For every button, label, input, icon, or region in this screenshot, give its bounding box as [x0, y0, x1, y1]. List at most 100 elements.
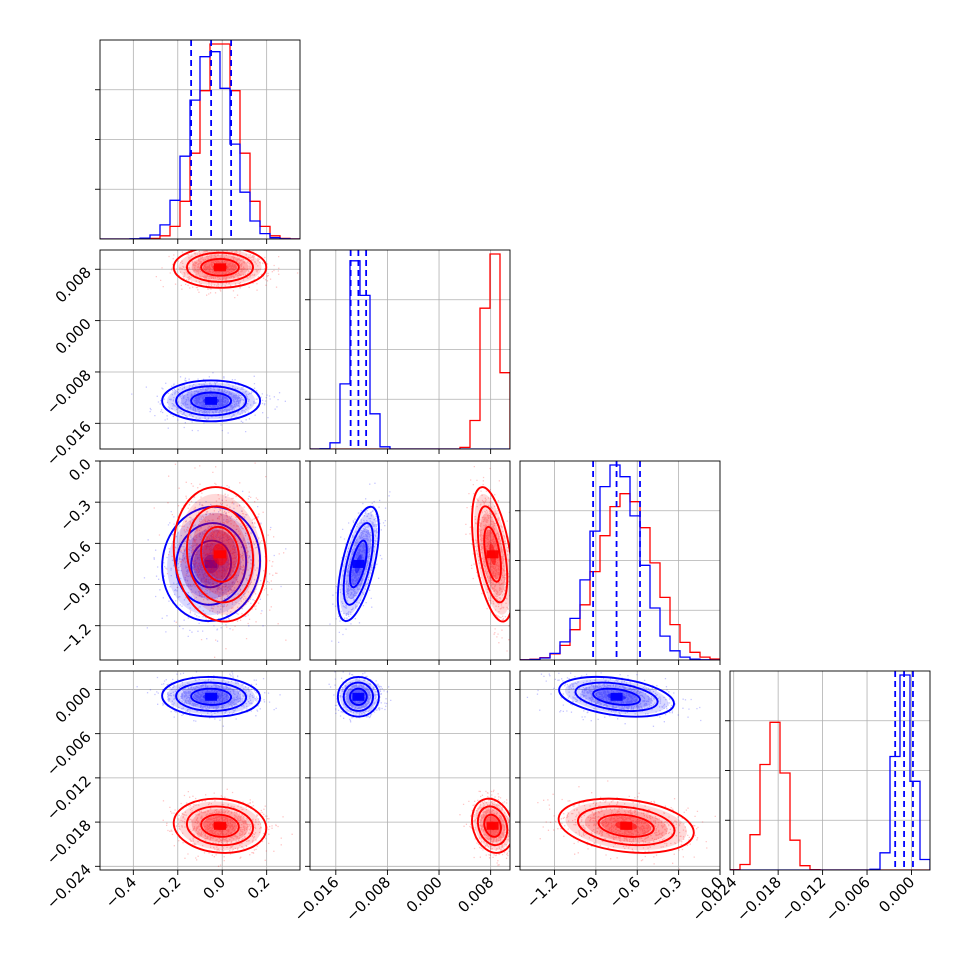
x-tick-label: −0.012 — [777, 873, 829, 925]
hist-area — [310, 250, 510, 449]
density-peak — [352, 692, 365, 701]
y-tick-label: 0.000 — [52, 315, 95, 358]
panel-frame — [309, 670, 511, 871]
y-tick-label: −0.024 — [43, 860, 95, 912]
contour-line — [349, 687, 368, 706]
density-peak — [205, 692, 218, 701]
y-tick-label: 0.0 — [65, 455, 95, 485]
y-tick-label: −1.2 — [56, 620, 94, 658]
contour-line — [483, 525, 502, 583]
panel-3-2 — [519, 670, 721, 871]
contour-line — [476, 505, 509, 604]
contour-line — [190, 391, 233, 411]
contour-line — [342, 681, 375, 712]
hist-area — [100, 40, 300, 239]
contour-line — [172, 250, 268, 289]
contour-line — [336, 675, 380, 718]
contour-line — [185, 251, 255, 283]
density-peak — [352, 559, 365, 568]
contour-line — [336, 505, 380, 623]
x-tick-label: −0.3 — [647, 873, 685, 911]
y-tick-label: −0.006 — [43, 728, 95, 780]
contour-line — [161, 379, 262, 423]
x-tick-label: 0.2 — [244, 873, 274, 903]
hist-panel-1 — [305, 249, 511, 450]
hist-panel-0 — [95, 39, 301, 240]
panel-frame — [99, 670, 301, 871]
contour-line — [172, 486, 268, 623]
hist-panel-2 — [515, 460, 721, 661]
histogram-line — [730, 721, 930, 870]
contour-line — [185, 505, 255, 604]
histogram-line — [520, 464, 720, 660]
contour-line — [471, 797, 510, 854]
x-tick-label: −0.9 — [564, 873, 602, 911]
density-peak — [486, 821, 499, 830]
hist-area — [730, 671, 930, 870]
histogram-line — [520, 493, 720, 660]
panel-area — [310, 671, 510, 870]
y-tick-label: −0.3 — [56, 496, 94, 534]
x-tick-label: −0.008 — [342, 873, 394, 925]
y-tick-label: −0.008 — [43, 366, 95, 418]
panel-frame — [99, 460, 301, 661]
density-peak — [486, 550, 499, 559]
histogram-line — [730, 674, 930, 870]
contour-line — [576, 805, 676, 847]
contour-line — [161, 675, 262, 718]
panel-area — [100, 671, 300, 870]
density-peak — [205, 559, 218, 568]
contour-line — [200, 813, 240, 838]
panel-frame — [309, 249, 511, 450]
x-tick-label: 0.008 — [454, 873, 497, 916]
panel-frame — [99, 249, 301, 450]
contour-line — [557, 797, 695, 854]
contour-line — [190, 539, 233, 589]
x-tick-label: −0.016 — [291, 873, 343, 925]
y-tick-label: −0.6 — [56, 537, 94, 575]
contour-line — [574, 681, 659, 712]
x-tick-label: −0.018 — [733, 873, 785, 925]
contour-line — [185, 805, 255, 847]
density-peak — [620, 821, 633, 830]
x-tick-label: 0.000 — [875, 873, 918, 916]
contour-line — [200, 525, 240, 583]
histogram-line — [310, 253, 510, 449]
panel-frame — [729, 670, 931, 871]
density-peak — [214, 821, 226, 830]
hist-area — [520, 461, 720, 660]
histogram-line — [310, 260, 510, 449]
density-peak — [214, 263, 226, 272]
panel-frame — [519, 670, 721, 871]
x-tick-label: −0.6 — [606, 873, 644, 911]
contour-line — [175, 681, 248, 712]
y-tick-label: −0.018 — [43, 816, 95, 868]
y-tick-label: −0.9 — [56, 579, 94, 617]
panel-3-1 — [309, 670, 511, 871]
panel-3-0 — [99, 670, 301, 871]
panel-2-1 — [309, 460, 511, 661]
hist-panel-3 — [725, 670, 931, 871]
density-peak — [205, 396, 218, 405]
panel-1-0 — [99, 249, 301, 450]
contour-line — [597, 813, 655, 838]
contour-line — [175, 522, 248, 606]
panel-area — [100, 250, 300, 449]
contour-line — [190, 687, 233, 706]
histogram-line — [100, 51, 300, 239]
density-peak — [214, 550, 226, 559]
contour-line — [592, 687, 641, 706]
x-tick-label: −0.2 — [146, 873, 184, 911]
panel-frame — [519, 460, 721, 661]
x-tick-label: −0.4 — [102, 873, 140, 911]
contour-line — [342, 522, 375, 606]
panel-frame — [309, 460, 511, 661]
contour-line — [175, 385, 248, 417]
y-tick-label: 0.008 — [52, 263, 95, 306]
density-peak — [610, 692, 623, 701]
x-tick-label: −0.006 — [822, 873, 874, 925]
panel-frame — [99, 39, 301, 240]
contour-line — [200, 258, 240, 277]
x-tick-label: 0.000 — [403, 873, 446, 916]
